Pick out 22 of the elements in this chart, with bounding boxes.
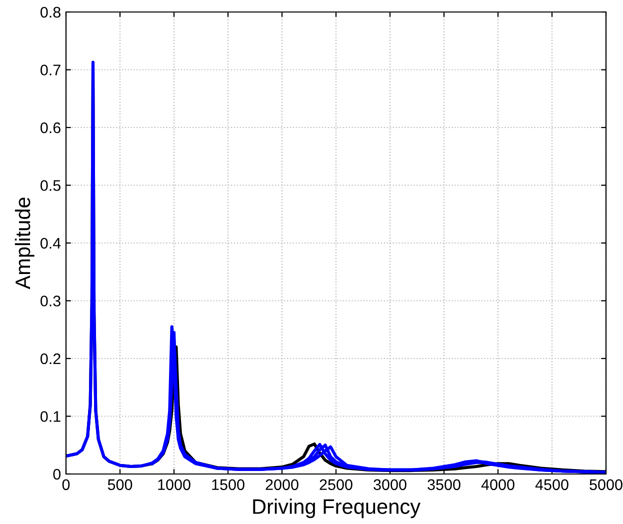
y-tick-label: 0.2 [40,353,60,364]
x-tick-label: 2000 [266,479,298,490]
x-axis-title: Driving Frequency [253,498,420,518]
x-tick-label: 500 [108,479,132,490]
y-tick-label: 0.3 [40,296,60,306]
x-tick-label: 2500 [320,479,352,490]
y-tick-label: 0.6 [40,122,60,134]
y-tick-label: 0.1 [40,411,60,422]
y-tick-label: 0.8 [40,6,60,18]
x-tick-label: 3000 [374,479,406,490]
y-tick-label: 0 [53,468,61,480]
x-tick-label: 4500 [535,479,568,490]
y-tick-label: 0.4 [40,238,61,249]
y-tick-label: 0.5 [40,180,60,191]
x-tick-label: 3500 [428,479,460,490]
y-tick-label: 0.7 [40,64,60,76]
x-tick-label: 4000 [481,479,514,490]
x-tick-label: 1500 [212,479,244,490]
x-tick-label: 0 [62,479,70,490]
y-axis-title: Amplitude [14,198,34,290]
x-tick-label: 5000 [590,479,622,490]
x-tick-label: 1000 [158,479,190,490]
